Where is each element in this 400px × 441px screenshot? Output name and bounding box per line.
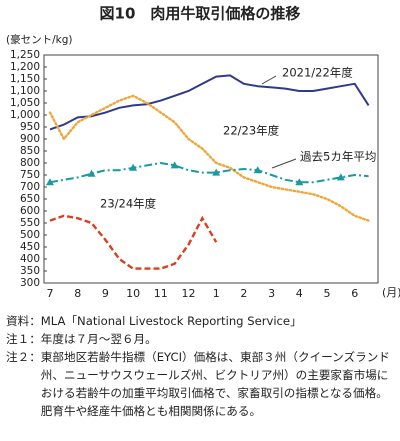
note: 注１： 年度は７月～翌６月。 — [6, 330, 394, 348]
marker — [170, 161, 179, 169]
label-leader — [271, 158, 297, 169]
series-label: 2021/22年度 — [282, 66, 353, 80]
label-leader — [261, 75, 277, 85]
y-tick-label: 300 — [20, 277, 40, 289]
x-tick-label: 7 — [47, 287, 54, 300]
chart: 図10 肉用牛取引価格の推移 (豪セント/kg) (月) 30035040045… — [6, 5, 400, 301]
x-tick-label: 4 — [296, 287, 303, 300]
plot-frame — [43, 54, 379, 284]
x-axis-label: (月) — [382, 286, 400, 299]
marker — [87, 169, 96, 177]
note-label: 注１： — [6, 332, 41, 346]
note-text: MLA「National Livestock Reporting Service… — [40, 314, 302, 328]
note-text: 東部地区若齢牛指標（EYCI）価格は、東部３州（クイーンズランド州、ニューサウス… — [40, 350, 390, 418]
chart-title: 図10 肉用牛取引価格の推移 — [100, 5, 301, 23]
y-tick-label: 900 — [20, 133, 40, 145]
y-tick-label: 1,100 — [10, 85, 40, 97]
y-tick-label: 1,200 — [10, 61, 40, 73]
y-tick-label: 650 — [20, 193, 40, 205]
x-tick-label: 6 — [351, 287, 358, 300]
y-tick-label: 1,000 — [10, 109, 40, 121]
y-tick-label: 800 — [20, 157, 40, 169]
series-line — [48, 94, 370, 222]
note: 資料： MLA「National Livestock Reporting Serv… — [6, 312, 394, 330]
x-tick-label: 12 — [182, 287, 196, 300]
y-tick-label: 500 — [20, 229, 40, 241]
x-tick-label: 3 — [268, 287, 275, 300]
marker — [212, 168, 221, 176]
x-tick-label: 5 — [324, 287, 331, 300]
note-text: 年度は７月～翌６月。 — [40, 332, 157, 346]
series-label: 過去5カ年平均 — [300, 150, 376, 164]
x-tick-label: 9 — [102, 287, 109, 300]
series-line — [49, 214, 218, 270]
y-tick-label: 850 — [20, 145, 40, 157]
y-tick-label: 950 — [20, 121, 40, 133]
series-line — [49, 74, 370, 131]
y-tick-label: 1,050 — [10, 97, 40, 109]
y-tick-label: 400 — [20, 253, 40, 265]
marker — [295, 178, 304, 186]
x-tick-label: 2 — [240, 287, 247, 300]
y-tick-label: 600 — [20, 205, 40, 217]
y-tick-label: 1,150 — [10, 73, 40, 85]
x-tick-label: 10 — [126, 287, 140, 300]
note: 注２： 東部地区若齢牛指標（EYCI）価格は、東部３州（クイーンズランド州、ニュー… — [6, 348, 394, 420]
series-label: 22/23年度 — [223, 124, 280, 138]
series-label: 23/24年度 — [100, 197, 157, 211]
x-tick-label: 8 — [74, 287, 81, 300]
marker — [336, 173, 345, 181]
x-tick-label: 11 — [154, 287, 168, 300]
x-tick-label: 1 — [213, 287, 220, 300]
note-label: 注２： — [6, 350, 41, 364]
notes: 資料： MLA「National Livestock Reporting Serv… — [6, 312, 394, 420]
note-label: 資料： — [6, 314, 41, 328]
series-line — [49, 161, 369, 184]
y-tick-label: 1,250 — [10, 49, 40, 61]
y-tick-label: 700 — [20, 181, 40, 193]
y-tick-label: 450 — [20, 241, 40, 253]
y-tick-label: 750 — [20, 169, 40, 181]
y-tick-label: 350 — [20, 265, 40, 277]
marker — [253, 166, 262, 174]
y-axis-label: (豪セント/kg) — [6, 33, 72, 46]
marker — [129, 163, 138, 171]
marker — [46, 178, 54, 186]
y-tick-label: 550 — [20, 217, 40, 229]
